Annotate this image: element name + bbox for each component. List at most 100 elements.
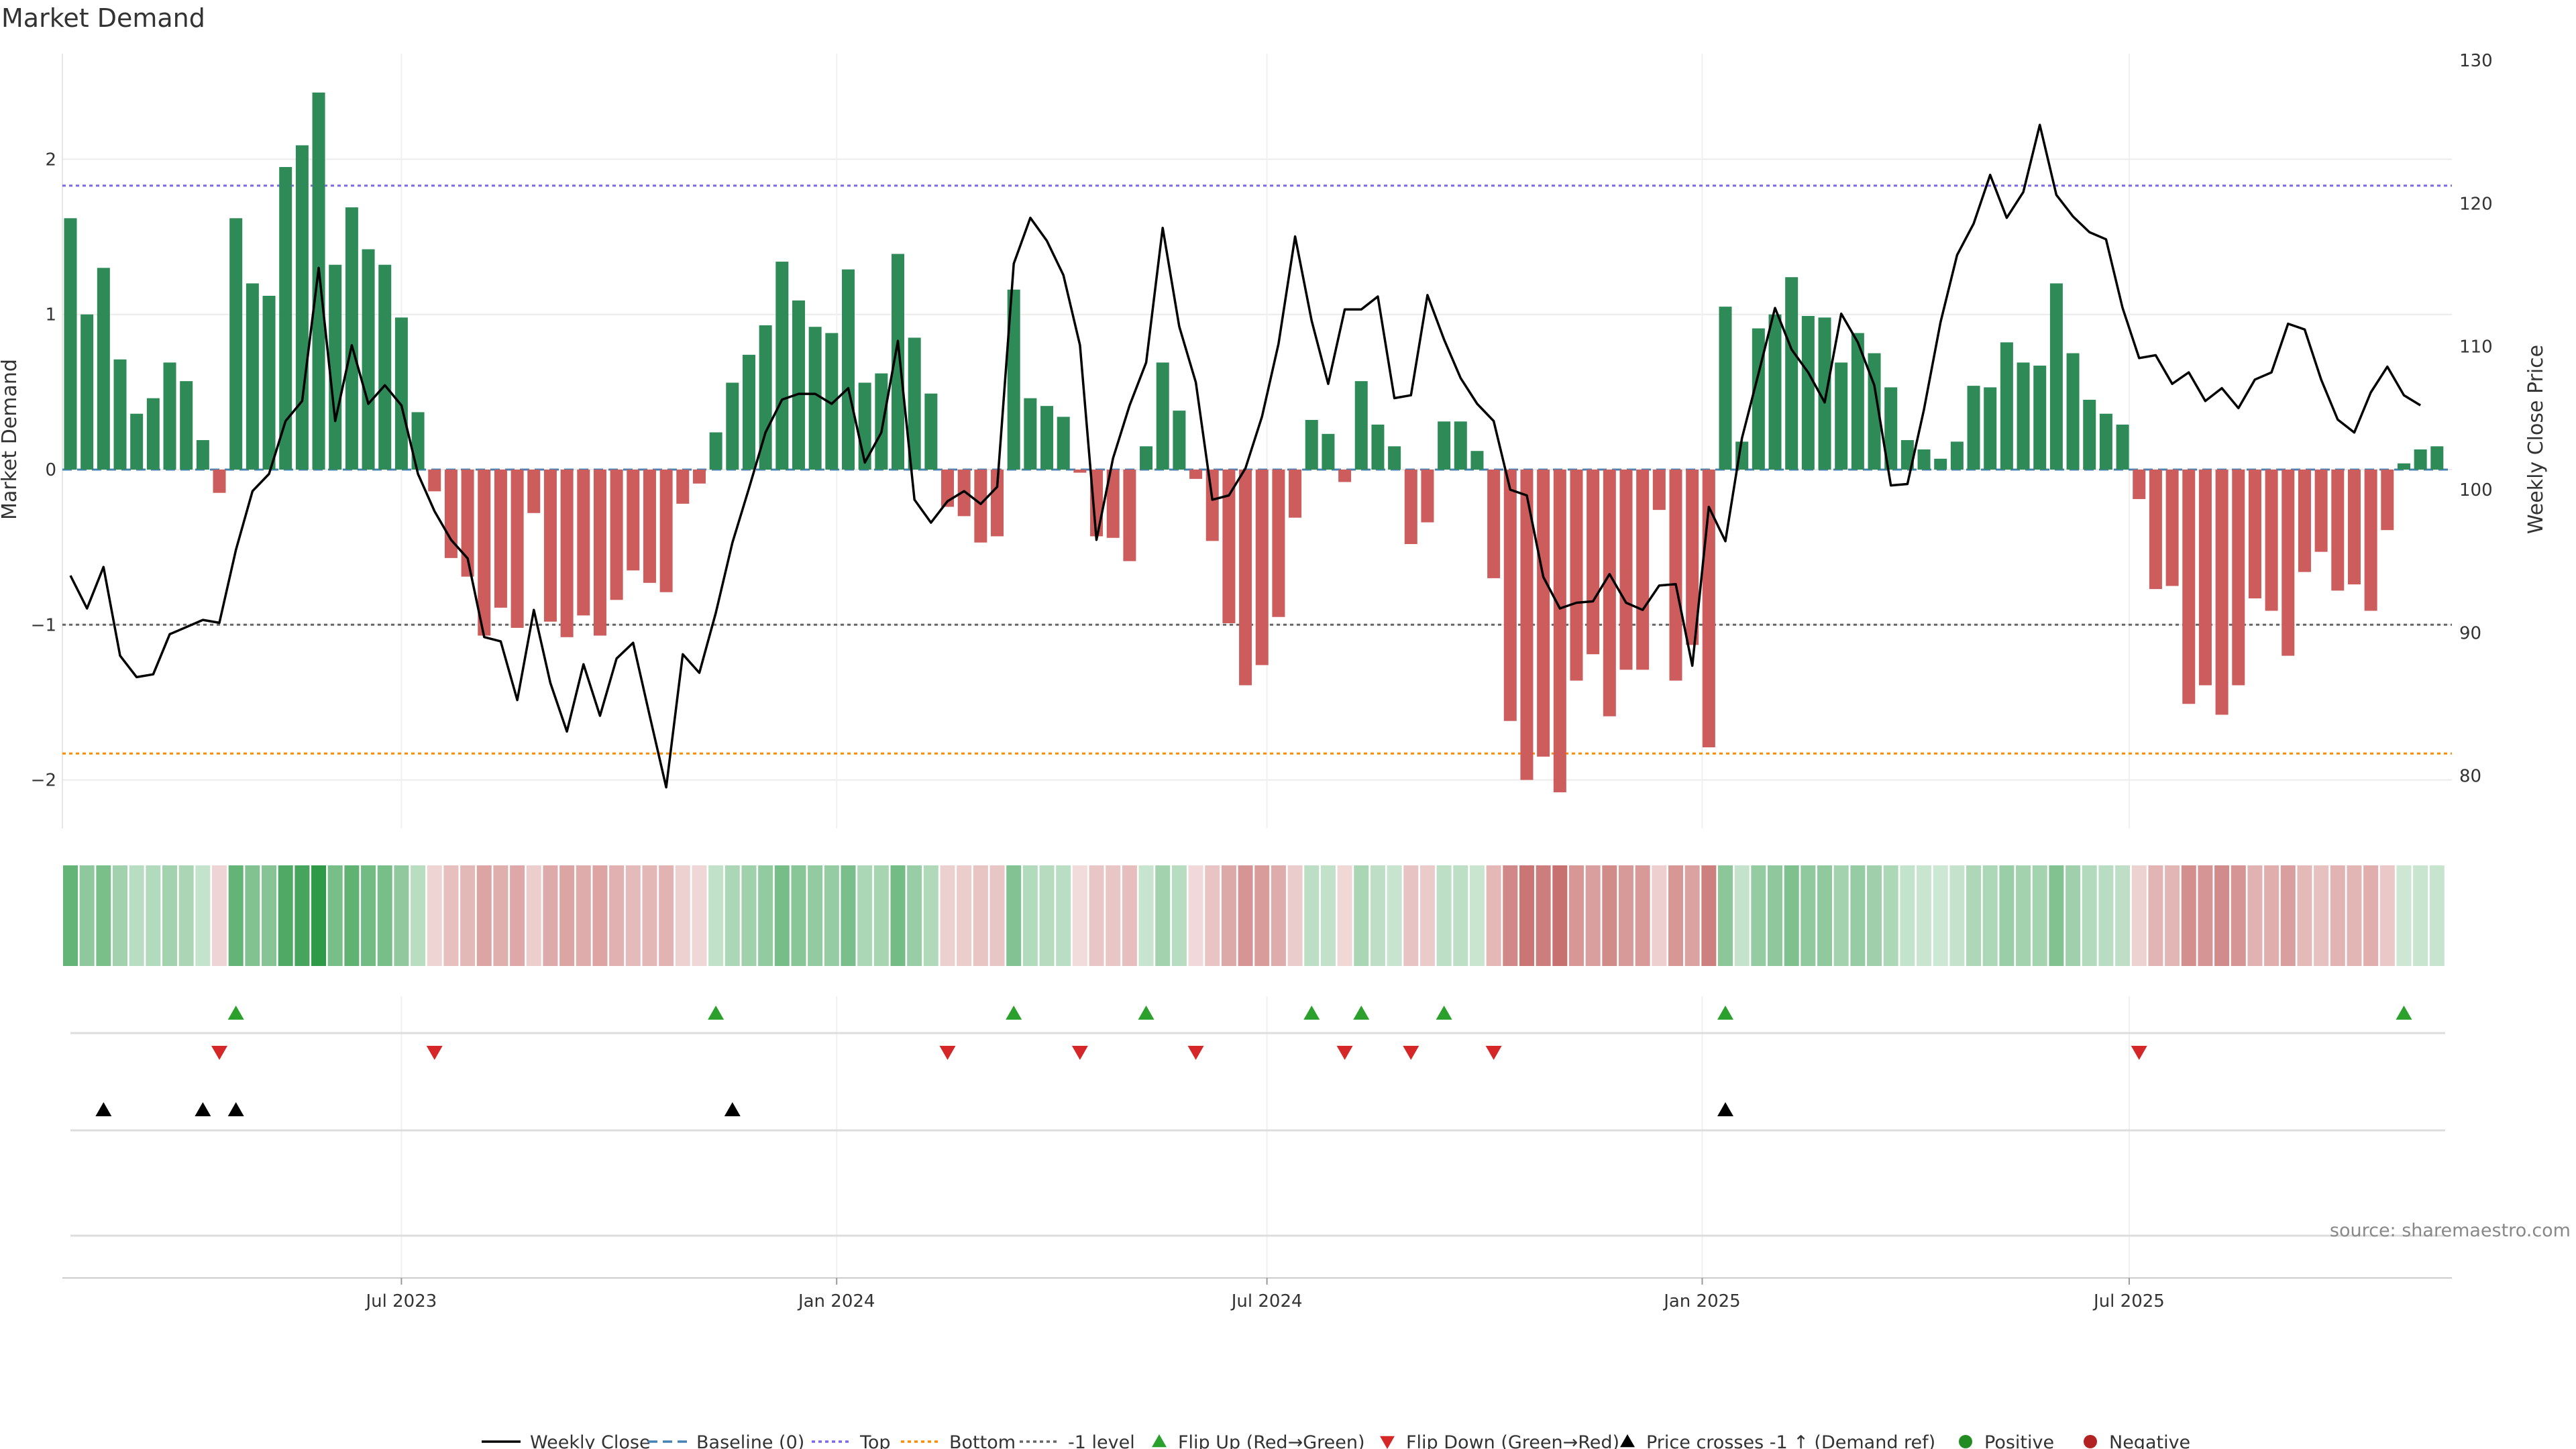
legend: Weekly Close Baseline (0) Top Bottom -1 leve… [482, 1432, 2190, 1449]
heat-cell [1304, 865, 1320, 966]
negative-bar [1587, 470, 1600, 655]
y-tick-label: −1 [31, 615, 56, 635]
y2-tick-label: 110 [2459, 337, 2493, 358]
legend-label: Flip Down (Green→Red) [1406, 1432, 1619, 1449]
positive-bar [1768, 314, 1782, 470]
heat-cell [1982, 865, 1998, 966]
positive-bar [1156, 362, 1169, 470]
heat-cell [377, 865, 392, 966]
positive-bar [2066, 353, 2080, 470]
heat-cell [940, 865, 955, 966]
heat-cell [228, 865, 244, 966]
legend-swatch [1380, 1436, 1395, 1449]
heat-cell [96, 865, 111, 966]
positive-bar [279, 166, 292, 470]
positive-bar [1388, 446, 1401, 470]
heat-cell [1552, 865, 1568, 966]
negative-bar [1338, 470, 1352, 482]
heat-cell [2016, 865, 2031, 966]
positive-bar [411, 412, 425, 470]
heat-cell [1039, 865, 1055, 966]
heat-cell [79, 865, 95, 966]
positive-bar [808, 327, 822, 470]
positive-bar [2049, 283, 2063, 470]
heat-cell [1006, 865, 1022, 966]
price-cross-marker [724, 1102, 741, 1116]
positive-bar [2116, 424, 2129, 470]
heat-cell [2098, 865, 2114, 966]
heat-cell [1917, 865, 1932, 966]
positive-bar [1934, 458, 1947, 470]
heat-cell [394, 865, 409, 966]
positive-bar [1835, 362, 1848, 470]
positive-bar [1438, 421, 1451, 470]
negative-bar [2198, 470, 2212, 686]
heat-cell [2214, 865, 2230, 966]
heat-cell [1089, 865, 1104, 966]
positive-bar [1007, 289, 1020, 470]
positive-bar [229, 218, 243, 470]
heat-cell [1155, 865, 1171, 966]
legend-label: Top [859, 1432, 891, 1449]
flip-down-marker [1336, 1046, 1353, 1060]
heat-cell [675, 865, 690, 966]
legend-label: Baseline (0) [696, 1432, 804, 1449]
y2-tick-label: 80 [2459, 767, 2481, 787]
heat-cell [2264, 865, 2279, 966]
negative-bar [991, 470, 1004, 537]
positive-bar [875, 373, 888, 470]
flip-up-marker [1353, 1006, 1370, 1020]
negative-bar [2314, 470, 2328, 552]
negative-bar [577, 470, 590, 616]
heat-cell [493, 865, 508, 966]
negative-bar [1603, 470, 1616, 716]
negative-bar [2232, 470, 2245, 686]
positive-bar [908, 337, 921, 470]
negative-bar [461, 470, 474, 577]
flip-down-marker [1071, 1046, 1088, 1060]
positive-bar [246, 283, 259, 470]
negative-bar [1272, 470, 1285, 617]
heat-cell [146, 865, 161, 966]
legend-label: Weekly Close [530, 1432, 651, 1449]
flip-down-marker [1187, 1046, 1204, 1060]
heat-cell [2330, 865, 2345, 966]
positive-bar [726, 382, 739, 470]
heat-cell [2413, 865, 2428, 966]
heat-cell [1933, 865, 1948, 966]
negative-bar [1189, 470, 1203, 479]
negative-bar [2298, 470, 2311, 572]
legend-swatch [2084, 1435, 2097, 1448]
heat-cell [510, 865, 525, 966]
negative-bar [1404, 470, 1417, 545]
positive-bar [2414, 449, 2427, 470]
heat-cell [1271, 865, 1286, 966]
x-tick-label: Jan 2024 [797, 1291, 875, 1311]
positive-bar [2083, 399, 2096, 470]
heat-cell [890, 865, 906, 966]
heat-cell [411, 865, 426, 966]
heat-cell [2231, 865, 2246, 966]
heat-cell [758, 865, 773, 966]
positive-bar [378, 264, 392, 470]
price-cross-marker [195, 1102, 211, 1116]
legend-swatch [1620, 1434, 1635, 1448]
heat-cell [2429, 865, 2445, 966]
negative-bar [213, 470, 226, 493]
heat-cell [1022, 865, 1038, 966]
positive-bar [709, 432, 722, 470]
positive-bar [196, 440, 209, 470]
heat-cell [278, 865, 293, 966]
heat-cell [2165, 865, 2180, 966]
y-axis-ticks: −2 −1 0 1 2 [31, 150, 56, 790]
positive-bar [1900, 440, 1914, 470]
heat-cell [1585, 865, 1601, 966]
heat-cell [443, 865, 459, 966]
negative-bar [1652, 470, 1666, 511]
negative-bar [1289, 470, 1302, 518]
heat-cell [692, 865, 707, 966]
y-tick-label: 1 [45, 305, 56, 325]
positive-bar [1967, 386, 1980, 470]
heat-cell [1618, 865, 1633, 966]
negative-bar [974, 470, 987, 543]
